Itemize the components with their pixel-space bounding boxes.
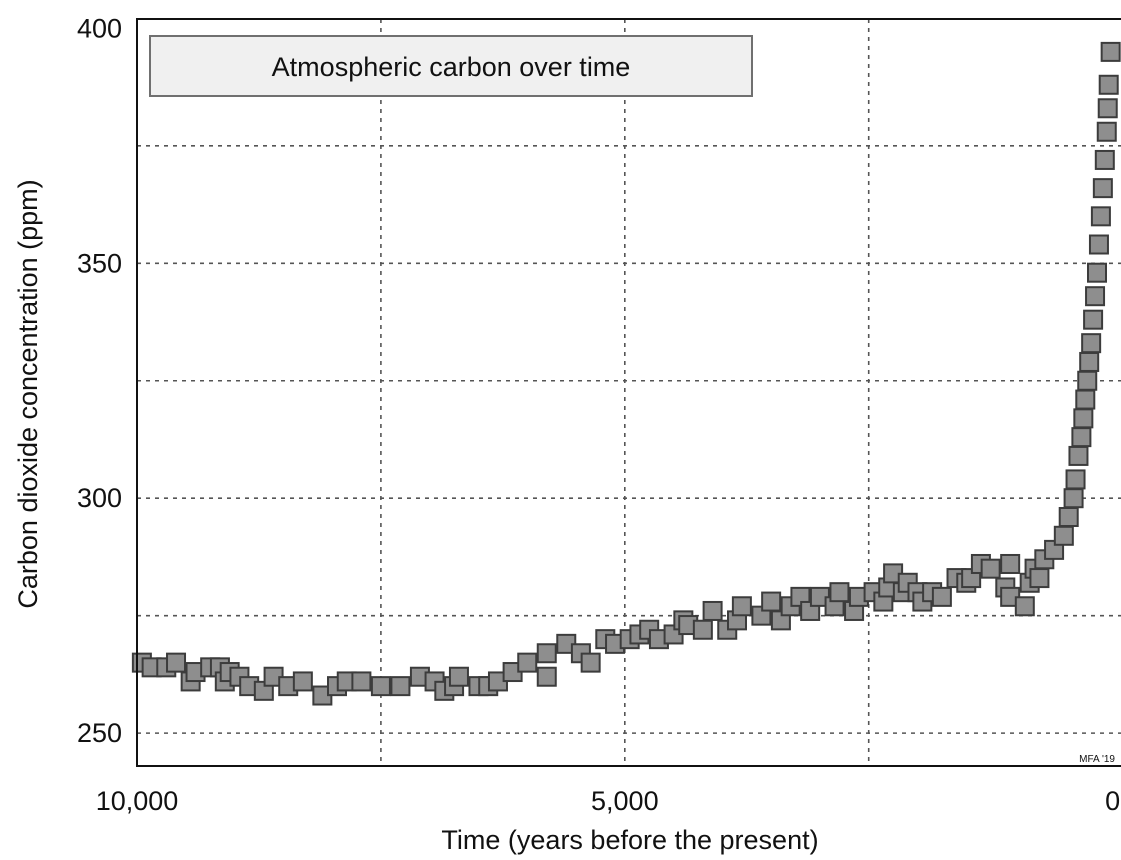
- data-point: [1094, 149, 1115, 170]
- data-point: [292, 671, 313, 692]
- data-point: [829, 582, 850, 603]
- data-point: [1073, 408, 1094, 429]
- data-points: [131, 41, 1121, 706]
- data-point: [702, 600, 723, 621]
- data-point: [1068, 445, 1089, 466]
- data-point: [1081, 333, 1102, 354]
- data-point: [1100, 41, 1121, 62]
- data-point: [1083, 309, 1104, 330]
- data-point: [1071, 427, 1092, 448]
- data-point: [761, 591, 782, 612]
- data-point: [1058, 507, 1079, 527]
- data-point: [370, 676, 391, 697]
- plot-frame: [136, 18, 1121, 767]
- chart-title: Atmospheric carbon over time: [272, 52, 631, 82]
- data-point: [536, 643, 557, 664]
- data-point: [1096, 121, 1117, 142]
- data-point: [980, 558, 1001, 579]
- data-point: [166, 652, 187, 673]
- y-tick-label: 300: [77, 483, 122, 513]
- data-point: [1075, 389, 1096, 410]
- data-point: [1063, 488, 1084, 509]
- grid-lines: [137, 19, 1121, 766]
- data-point: [517, 652, 538, 673]
- data-point: [731, 596, 752, 617]
- x-tick-label: 10,000: [96, 786, 179, 816]
- y-axis-tick-labels: 250 300 350 400: [77, 13, 122, 748]
- data-point: [1065, 469, 1086, 490]
- data-point: [1087, 262, 1107, 283]
- x-tick-label: 5,000: [591, 786, 659, 816]
- data-point: [692, 619, 713, 640]
- y-axis-title: Carbon dioxide concentration (ppm): [13, 179, 43, 608]
- y-tick-label: 400: [77, 13, 122, 43]
- data-point: [1029, 568, 1050, 589]
- y-tick-label: 350: [77, 248, 122, 278]
- x-tick-label: 0: [1105, 786, 1120, 816]
- data-point: [1090, 206, 1111, 227]
- data-point: [448, 666, 469, 687]
- data-point: [931, 586, 952, 607]
- data-point: [1092, 178, 1113, 199]
- data-point: [580, 652, 601, 673]
- data-point: [1088, 234, 1109, 255]
- data-point: [1000, 553, 1021, 574]
- x-axis-title: Time (years before the present): [441, 825, 818, 855]
- credit-label: MFA '19: [1079, 754, 1115, 765]
- data-point: [1077, 370, 1098, 391]
- data-point: [390, 676, 411, 697]
- data-point: [1053, 525, 1074, 546]
- data-point: [1085, 286, 1106, 307]
- data-point: [1014, 596, 1035, 617]
- data-point: [1079, 351, 1100, 372]
- data-point: [1097, 98, 1118, 119]
- data-point: [536, 666, 557, 687]
- title-box: [149, 35, 753, 97]
- data-point: [351, 671, 372, 692]
- data-point: [1098, 74, 1119, 95]
- y-tick-label: 250: [77, 718, 122, 748]
- x-axis-tick-labels: 10,000 5,000 0: [96, 786, 1120, 816]
